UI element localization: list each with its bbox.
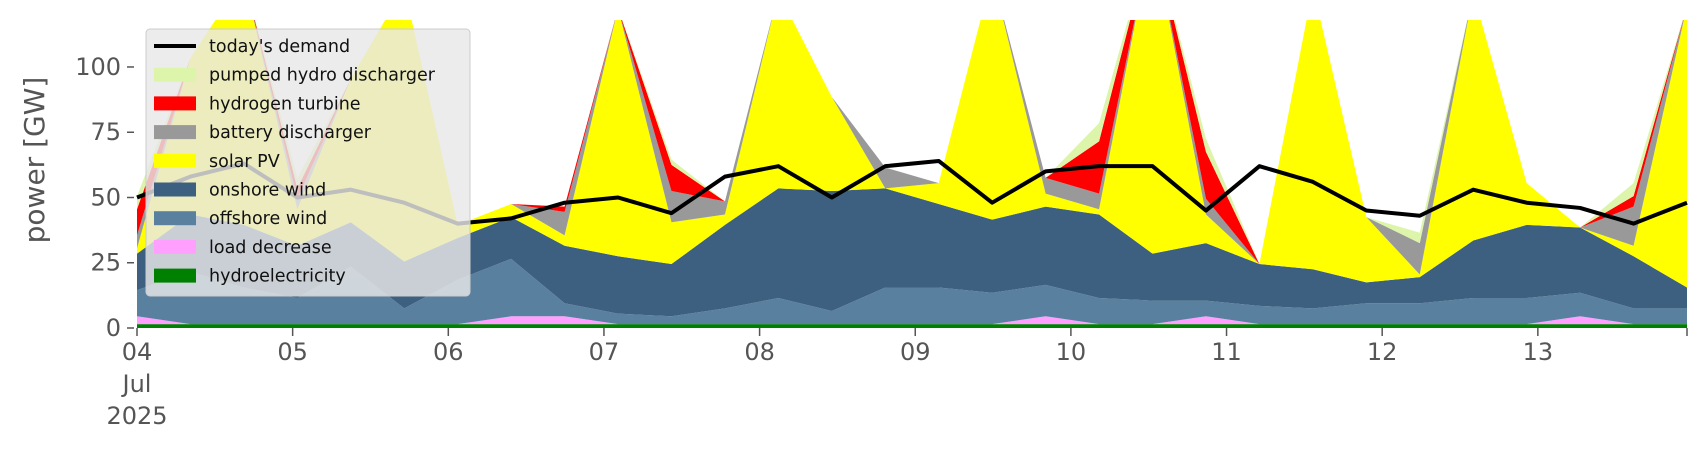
- legend-swatch: [154, 153, 196, 168]
- x-tick-label: 11: [1211, 338, 1242, 366]
- y-tick-label: 25: [90, 249, 121, 277]
- area-hydroelectricity: [137, 324, 1687, 328]
- y-axis-label: power [GW]: [18, 77, 51, 244]
- legend-swatch: [154, 125, 196, 140]
- x-tick-label: 10: [1056, 338, 1087, 366]
- area-solar-pv: [137, 20, 1687, 288]
- x-tick-month-label: Jul: [121, 370, 152, 398]
- y-axis: 0 25 50 75 100: [75, 53, 134, 342]
- area-offshore-wind: [137, 258, 1687, 325]
- x-tick-label: 06: [433, 338, 464, 366]
- legend-label: today's demand: [209, 37, 350, 57]
- x-tick-label: 05: [277, 338, 308, 366]
- legend-label: onshore wind: [209, 181, 326, 201]
- legend-swatch: [154, 182, 196, 197]
- stacked-area-layer: [137, 20, 1687, 328]
- legend-box: [145, 28, 471, 297]
- legend: today's demand pumped hydro discharger hyd…: [145, 28, 471, 297]
- x-tick-label: 07: [589, 338, 620, 366]
- legend-label: battery discharger: [209, 123, 372, 143]
- legend-label: hydrogen turbine: [209, 94, 361, 114]
- legend-swatch: [154, 239, 196, 254]
- legend-label: load decrease: [209, 238, 332, 258]
- x-tick-year-label: 2025: [106, 402, 167, 430]
- legend-label: offshore wind: [209, 209, 327, 229]
- y-tick-label: 0: [106, 314, 121, 342]
- x-axis: 04 Jul 2025 05 06 07 08 09 10 11 12 13: [106, 328, 1688, 430]
- y-tick-label: 50: [90, 183, 121, 211]
- x-tick-label: 09: [900, 338, 931, 366]
- x-tick-label: 04: [122, 338, 153, 366]
- area-battery-discharger: [137, 20, 1684, 275]
- y-tick-label: 75: [90, 118, 121, 146]
- x-tick-label: 13: [1523, 338, 1554, 366]
- legend-swatch: [154, 211, 196, 226]
- area-onshore-wind: [137, 188, 1687, 317]
- legend-label: hydroelectricity: [209, 267, 346, 287]
- y-tick-label: 100: [75, 53, 121, 81]
- legend-swatch: [154, 96, 196, 111]
- legend-label: solar PV: [209, 152, 280, 172]
- area-load-decrease: [137, 316, 1687, 325]
- x-tick-label: 12: [1367, 338, 1398, 366]
- legend-swatch: [154, 67, 196, 82]
- x-tick-label: 08: [744, 338, 775, 366]
- legend-swatch: [154, 268, 196, 283]
- legend-label: pumped hydro discharger: [209, 66, 436, 86]
